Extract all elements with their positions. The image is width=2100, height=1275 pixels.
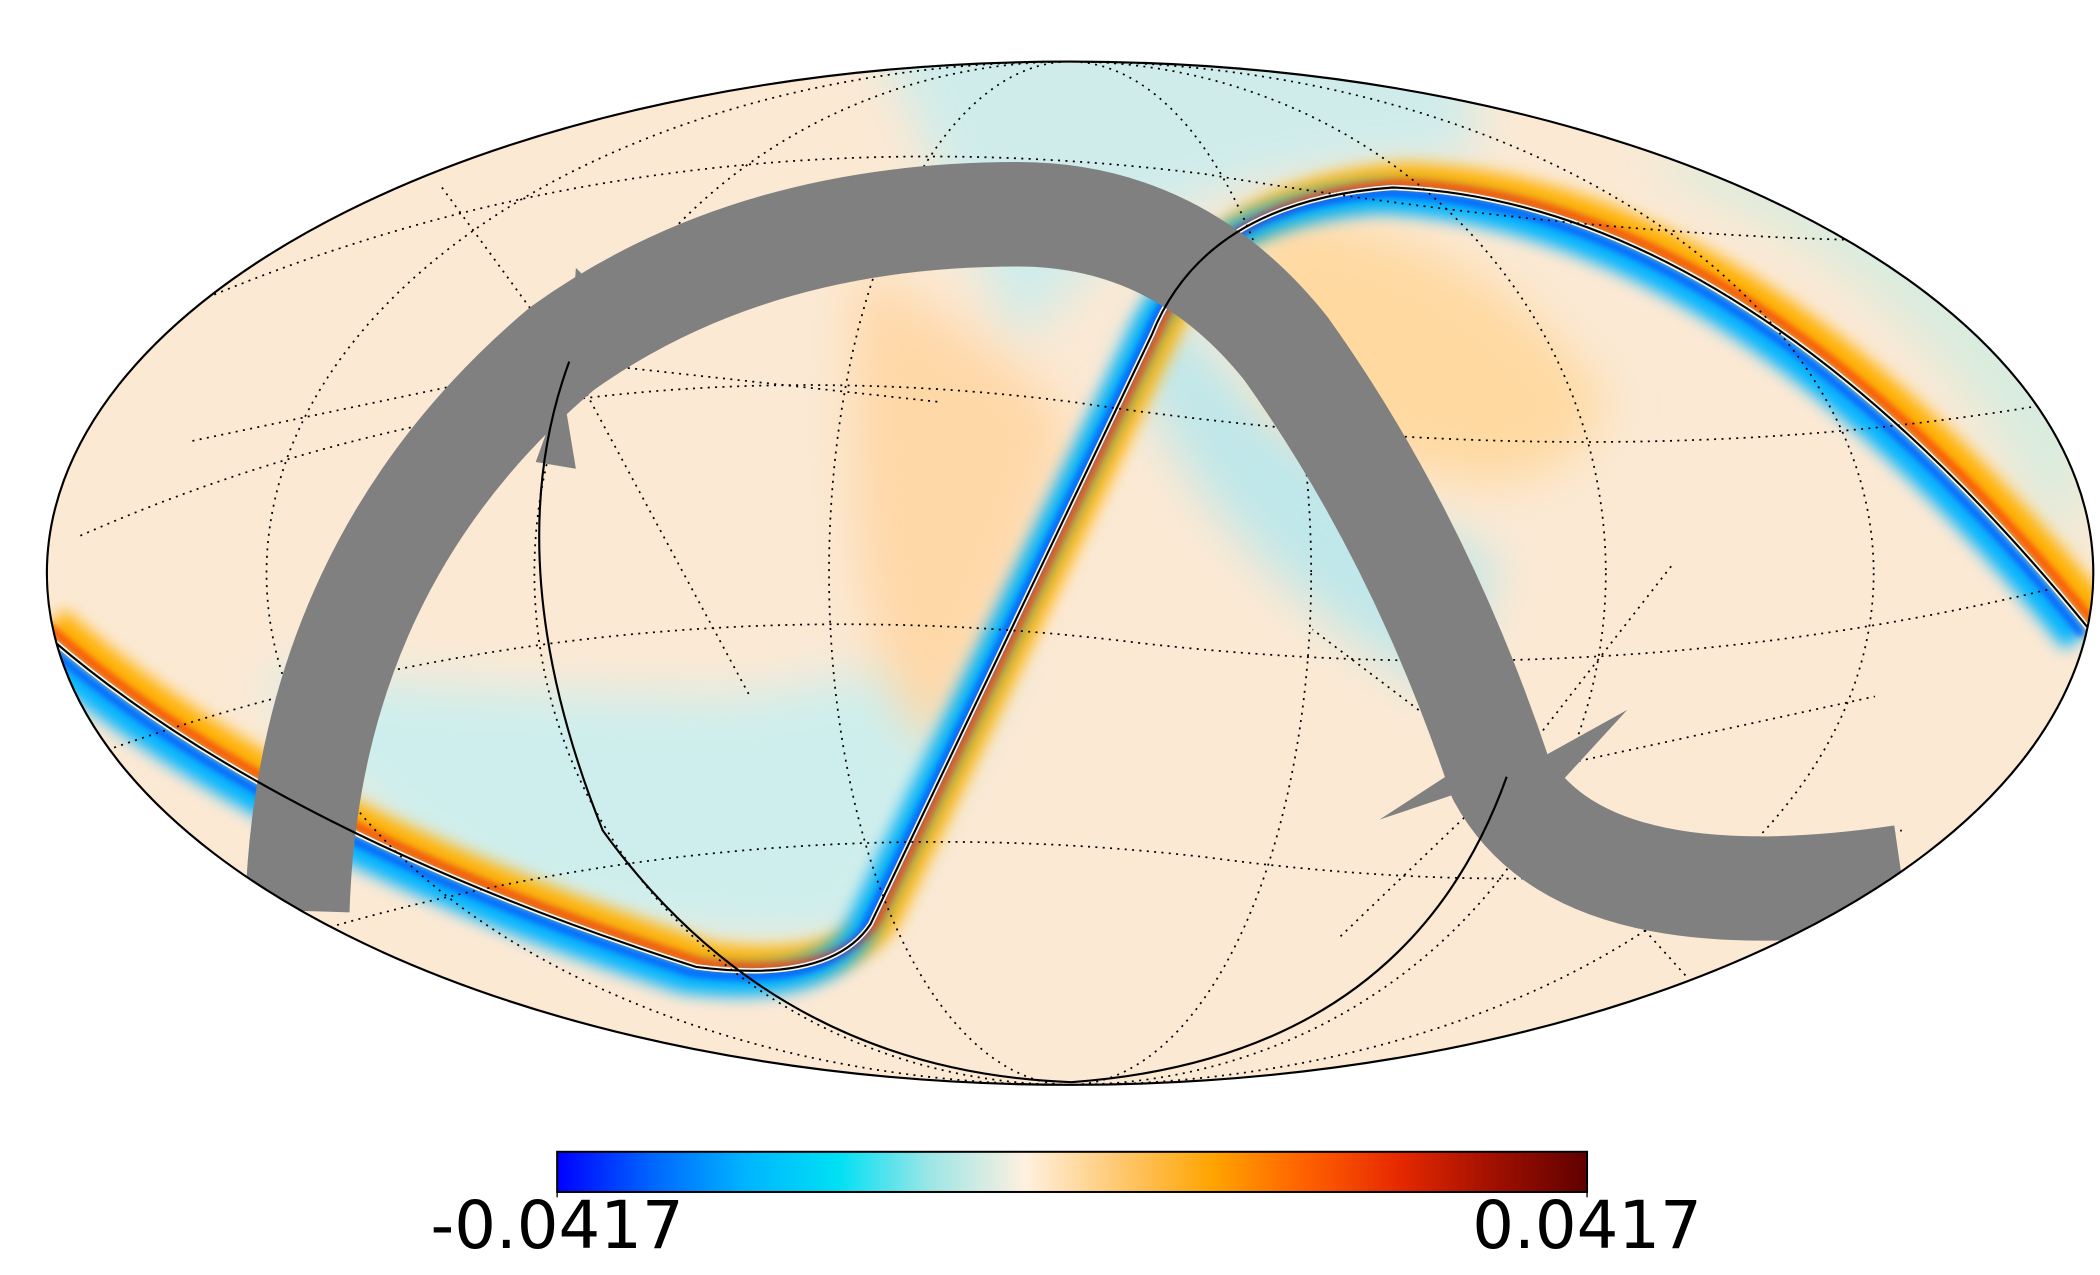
colorbar	[556, 1150, 1589, 1193]
map-outline	[45, 60, 2095, 1086]
mask	[245, 162, 1910, 941]
colorbar-tick-label: -0.0417	[431, 1188, 684, 1264]
colorbar-tick-label: 0.0417	[1472, 1188, 1702, 1264]
